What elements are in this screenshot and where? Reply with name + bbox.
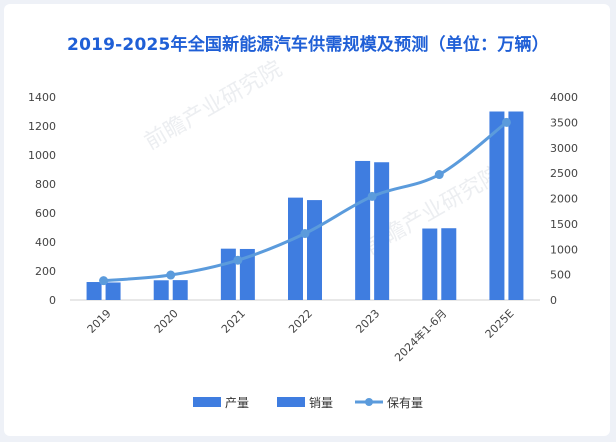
bar-销量 (441, 228, 457, 300)
bar-产量 (355, 160, 371, 300)
bar-产量 (153, 280, 169, 300)
bar-销量 (508, 111, 524, 300)
y-right-tick-label: 1000 (550, 243, 578, 256)
y-right-tick-label: 2500 (550, 167, 578, 180)
line-series (99, 117, 511, 286)
y-left-tick-label: 400 (35, 236, 56, 249)
y-right-tick-label: 0 (550, 294, 557, 307)
y-left-tick-label: 1200 (28, 120, 56, 133)
y-left-tick-label: 600 (35, 207, 56, 220)
line-point-保有量 (166, 270, 176, 280)
x-tick-label: 2021 (219, 307, 248, 336)
bars (86, 111, 524, 300)
bar-产量 (288, 197, 303, 300)
line-point-保有量 (300, 229, 310, 239)
legend-swatch-销量 (277, 397, 305, 407)
bar-销量 (172, 280, 188, 300)
bar-产量 (220, 248, 236, 300)
bar-销量 (374, 162, 390, 300)
bar-产量 (86, 282, 102, 300)
y-left-tick-label: 0 (49, 294, 56, 307)
x-tick-label: 2025E (483, 307, 517, 341)
bar-销量 (239, 248, 255, 300)
axes: 0 200 400 600 800 1000 1200 1400 0 500 1000 1500 200… (28, 91, 578, 364)
y-right-tick-label: 3500 (550, 116, 578, 129)
y-right-tick-label: 500 (550, 269, 571, 282)
legend-swatch-dot-保有量 (365, 398, 373, 406)
y-left-tick-label: 1400 (28, 91, 56, 104)
x-tick-label: 2020 (152, 307, 181, 336)
legend-label-销量: 销量 (309, 396, 333, 410)
line-point-保有量 (233, 255, 243, 265)
y-left-tick-label: 1000 (28, 149, 56, 162)
line-point-保有量 (434, 170, 444, 180)
chart-title: 2019-2025年全国新能源汽车供需规模及预测（单位：万辆） (67, 35, 549, 55)
y-right-tick-label: 3000 (550, 142, 578, 155)
y-left-tick-label: 200 (35, 265, 56, 278)
line-point-保有量 (99, 276, 109, 286)
y-left-tick-label: 800 (35, 178, 56, 191)
line-point-保有量 (367, 191, 377, 201)
line-point-保有量 (501, 117, 511, 127)
legend-label-保有量: 保有量 (387, 396, 423, 410)
y-right-tick-label: 4000 (550, 91, 578, 104)
bar-产量 (489, 111, 505, 300)
bar-销量 (105, 282, 121, 300)
watermark-text: 前瞻产业研究院 (141, 57, 287, 156)
y-right-tick-label: 2000 (550, 193, 578, 206)
x-tick-label: 2019 (85, 307, 114, 336)
legend-label-产量: 产量 (225, 396, 249, 410)
bar-销量 (307, 200, 322, 300)
bar-产量 (422, 228, 438, 300)
x-tick-label: 2024年1-6月 (391, 306, 449, 364)
x-tick-label: 2022 (286, 307, 315, 336)
legend: 产量 销量 保有量 (193, 396, 423, 410)
legend-swatch-产量 (193, 397, 221, 407)
x-tick-label: 2023 (353, 307, 382, 336)
y-right-tick-label: 1500 (550, 218, 578, 231)
